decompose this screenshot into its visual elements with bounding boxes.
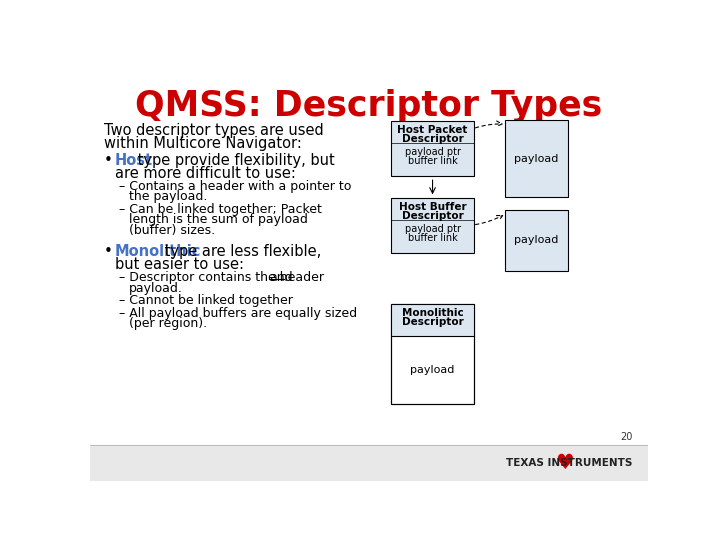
- Text: payload: payload: [514, 235, 559, 245]
- Text: within Multicore Navigator:: within Multicore Navigator:: [104, 136, 302, 151]
- Text: •: •: [104, 244, 113, 259]
- Text: Host Buffer: Host Buffer: [399, 202, 467, 212]
- Text: Monolithic: Monolithic: [114, 244, 201, 259]
- Text: are more difficult to use:: are more difficult to use:: [114, 166, 296, 181]
- FancyBboxPatch shape: [391, 303, 474, 403]
- Text: payload ptr: payload ptr: [405, 147, 461, 157]
- Text: Two descriptor types are used: Two descriptor types are used: [104, 123, 324, 138]
- Text: Host Packet: Host Packet: [397, 125, 468, 135]
- Text: payload: payload: [514, 154, 559, 164]
- Text: length is the sum of payload: length is the sum of payload: [129, 213, 307, 226]
- FancyBboxPatch shape: [391, 198, 474, 253]
- Text: the payload.: the payload.: [129, 190, 207, 203]
- Text: Descriptor: Descriptor: [402, 318, 464, 327]
- Text: payload: payload: [410, 364, 455, 375]
- Text: ♥: ♥: [555, 453, 574, 473]
- FancyBboxPatch shape: [391, 121, 474, 177]
- Text: QMSS: Descriptor Types: QMSS: Descriptor Types: [135, 90, 603, 124]
- Text: payload ptr: payload ptr: [405, 224, 461, 234]
- Text: type provide flexibility, but: type provide flexibility, but: [133, 153, 335, 167]
- Text: buffer link: buffer link: [408, 157, 457, 166]
- FancyBboxPatch shape: [391, 303, 474, 336]
- Text: Descriptor: Descriptor: [402, 134, 464, 144]
- Text: – Can be linked together; Packet: – Can be linked together; Packet: [120, 202, 323, 215]
- Text: 20: 20: [620, 432, 632, 442]
- Text: and: and: [269, 271, 292, 284]
- Text: – Descriptor contains the header: – Descriptor contains the header: [120, 271, 328, 284]
- Text: Descriptor: Descriptor: [402, 211, 464, 221]
- Text: Monolithic: Monolithic: [402, 308, 464, 318]
- Text: – All payload buffers are equally sized: – All payload buffers are equally sized: [120, 307, 358, 320]
- Text: (buffer) sizes.: (buffer) sizes.: [129, 224, 215, 237]
- Text: – Cannot be linked together: – Cannot be linked together: [120, 294, 293, 307]
- FancyBboxPatch shape: [505, 210, 568, 271]
- Text: TEXAS INSTRUMENTS: TEXAS INSTRUMENTS: [506, 458, 632, 468]
- Text: but easier to use:: but easier to use:: [114, 257, 244, 272]
- Text: – Contains a header with a pointer to: – Contains a header with a pointer to: [120, 179, 352, 193]
- Text: buffer link: buffer link: [408, 233, 457, 244]
- Text: •: •: [104, 153, 113, 167]
- Text: type are less flexible,: type are less flexible,: [160, 244, 321, 259]
- Text: payload.: payload.: [129, 282, 183, 295]
- Bar: [90, 445, 648, 481]
- Text: (per region).: (per region).: [129, 318, 207, 330]
- Text: Host: Host: [114, 153, 153, 167]
- FancyBboxPatch shape: [505, 120, 568, 197]
